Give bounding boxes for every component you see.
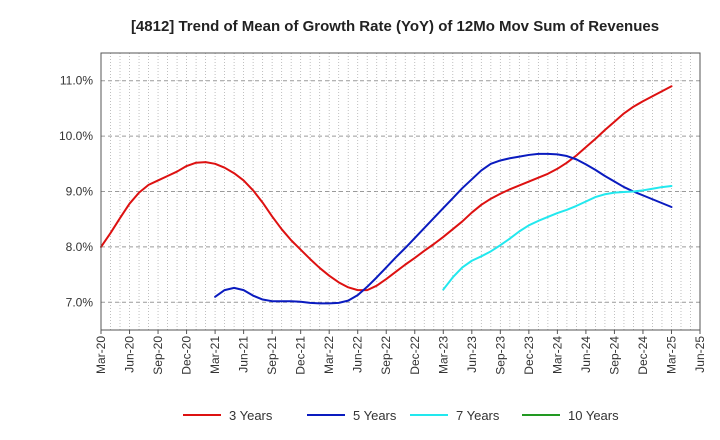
legend-label: 10 Years (568, 408, 619, 423)
y-tick-label: 9.0% (66, 185, 94, 199)
x-tick-label: Mar-21 (208, 336, 222, 374)
x-tick-label: Sep-23 (493, 336, 507, 375)
series-line-5-years (214, 152, 673, 305)
x-tick-label: Dec-24 (636, 336, 650, 375)
y-tick-label: 8.0% (66, 240, 94, 254)
x-tick-label: Mar-20 (94, 336, 108, 374)
series-line-3-years (100, 85, 673, 292)
legend: 3 Years 5 Years 7 Years 10 Years (183, 408, 619, 423)
plot-frame (100, 52, 701, 331)
legend-label: 7 Years (456, 408, 500, 423)
series-line-7-years (442, 184, 673, 291)
legend-label: 3 Years (229, 408, 273, 423)
x-tick-label: Jun-25 (693, 336, 707, 373)
series-layer (100, 85, 673, 305)
x-tick-label: Jun-24 (579, 336, 593, 373)
chart-title: [4812] Trend of Mean of Growth Rate (YoY… (131, 18, 659, 35)
x-tick-label: Dec-23 (522, 336, 536, 375)
x-tick-label: Mar-25 (664, 336, 678, 374)
y-tick-label: 10.0% (59, 129, 93, 143)
x-tick-label: Jun-21 (237, 336, 251, 373)
y-tick-label: 7.0% (66, 295, 94, 309)
x-tick-label: Mar-22 (322, 336, 336, 374)
x-axis: Mar-20 Jun-20 Sep-20 Dec-20 Mar-21 Jun-21 Sep-… (94, 330, 707, 375)
y-axis: 7.0% 8.0% 9.0% 10.0% 11.0% (59, 74, 93, 310)
x-tick-label: Dec-22 (408, 336, 422, 375)
y-tick-label: 11.0% (60, 74, 93, 88)
x-tick-label: Dec-21 (294, 336, 308, 375)
x-tick-label: Sep-22 (379, 336, 393, 375)
legend-label: 5 Years (353, 408, 397, 423)
x-tick-label: Jun-20 (123, 336, 137, 373)
x-tick-label: Sep-21 (265, 336, 279, 375)
x-tick-label: Jun-23 (465, 336, 479, 373)
x-tick-label: Jun-22 (351, 336, 365, 373)
plot-area (101, 53, 700, 330)
x-tick-label: Sep-24 (607, 336, 621, 375)
x-tick-label: Mar-24 (550, 336, 564, 374)
x-tick-label: Dec-20 (180, 336, 194, 375)
x-tick-label: Mar-23 (436, 336, 450, 374)
x-tick-label: Sep-20 (151, 336, 165, 375)
